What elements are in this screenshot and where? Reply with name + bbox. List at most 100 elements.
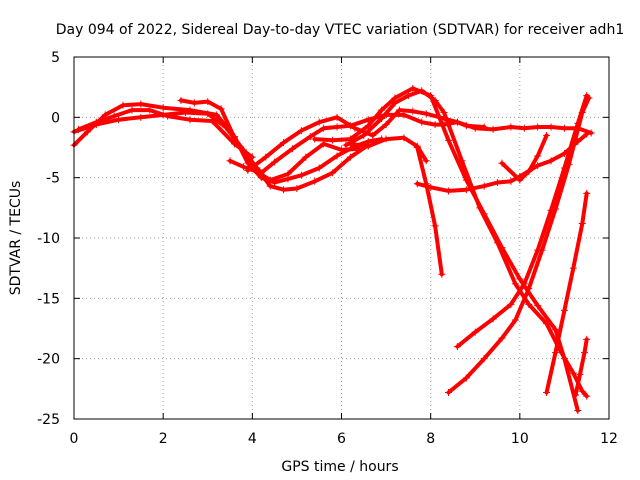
data-point — [159, 104, 167, 112]
data-point — [280, 139, 288, 147]
data-point — [231, 134, 238, 142]
data-point — [489, 125, 497, 133]
data-point — [115, 116, 123, 124]
data-point — [382, 121, 390, 129]
data-point — [534, 302, 542, 310]
data-point — [190, 99, 198, 107]
data-point — [351, 124, 359, 132]
data-point — [494, 178, 502, 186]
data-point — [507, 123, 515, 131]
data-point — [262, 153, 270, 161]
data-point — [346, 153, 354, 161]
data-point — [516, 275, 524, 283]
data-point — [578, 220, 586, 228]
data-point — [266, 182, 274, 190]
data-point — [369, 131, 377, 139]
data-point — [110, 112, 118, 120]
data-point — [480, 355, 488, 363]
data-point — [520, 124, 528, 132]
x-axis-label: GPS time / hours — [281, 459, 398, 475]
series-s13 — [453, 92, 591, 351]
y-tick-label: -5 — [46, 171, 60, 187]
data-point — [534, 123, 542, 131]
data-point — [453, 118, 461, 126]
y-tick-label: 0 — [51, 110, 60, 126]
data-point — [574, 407, 582, 415]
data-point — [248, 153, 256, 161]
data-point — [288, 145, 296, 153]
data-point — [507, 177, 515, 185]
chart-title: Day 094 of 2022, Sidereal Day-to-day VTE… — [56, 22, 624, 38]
data-point — [462, 122, 470, 130]
data-point — [413, 144, 421, 151]
data-point — [409, 107, 417, 115]
data-point — [552, 326, 559, 334]
data-point — [346, 140, 354, 148]
data-point — [177, 96, 185, 104]
data-point — [476, 204, 484, 212]
data-point — [471, 328, 479, 336]
data-point — [560, 124, 568, 132]
y-tick-label: -20 — [37, 352, 60, 368]
data-point — [253, 168, 261, 176]
data-point — [400, 134, 408, 142]
data-point — [364, 116, 372, 124]
data-point — [364, 142, 372, 150]
x-tick-label: 6 — [337, 431, 346, 447]
data-point — [445, 388, 452, 396]
data-point — [329, 169, 337, 177]
data-point — [585, 94, 593, 102]
x-tick-label: 8 — [426, 431, 435, 447]
data-point — [480, 123, 488, 131]
series-s5 — [244, 106, 488, 174]
data-point — [315, 164, 323, 172]
data-point — [315, 118, 323, 126]
series-s9 — [226, 140, 363, 184]
data-point — [438, 270, 446, 278]
data-point — [511, 280, 519, 288]
data-point — [583, 130, 591, 138]
data-point — [342, 141, 350, 149]
data-point — [404, 92, 412, 100]
y-tick-label: -15 — [37, 291, 60, 307]
data-point — [569, 369, 577, 377]
data-series-layer — [70, 84, 595, 415]
data-point — [293, 185, 301, 193]
x-tick-label: 2 — [159, 431, 168, 447]
data-point — [587, 129, 595, 137]
data-point — [119, 101, 127, 109]
series-line — [76, 108, 255, 160]
series-s10 — [413, 130, 591, 195]
data-point — [576, 370, 584, 378]
data-point — [534, 152, 542, 160]
data-point — [431, 96, 439, 104]
data-point — [338, 146, 345, 154]
data-point — [580, 349, 588, 357]
data-point — [244, 154, 252, 162]
series-line — [446, 96, 591, 395]
data-point — [498, 334, 506, 342]
data-point — [511, 316, 519, 324]
data-point — [226, 157, 234, 165]
data-point — [458, 157, 466, 165]
data-point — [552, 205, 559, 213]
data-point — [355, 145, 363, 153]
data-point — [204, 110, 212, 118]
data-point — [462, 374, 470, 382]
data-point — [525, 300, 533, 308]
data-point — [297, 127, 305, 135]
data-point — [453, 343, 461, 351]
data-point — [239, 163, 247, 171]
series-s3 — [74, 106, 256, 161]
series-line — [344, 88, 589, 399]
data-point — [311, 177, 319, 185]
data-point — [543, 320, 551, 328]
data-point — [440, 109, 448, 117]
data-point — [462, 186, 470, 194]
data-point — [395, 106, 403, 114]
x-tick-label: 0 — [70, 431, 79, 447]
series-line — [455, 93, 589, 349]
data-point — [507, 300, 515, 308]
data-point — [480, 182, 488, 190]
